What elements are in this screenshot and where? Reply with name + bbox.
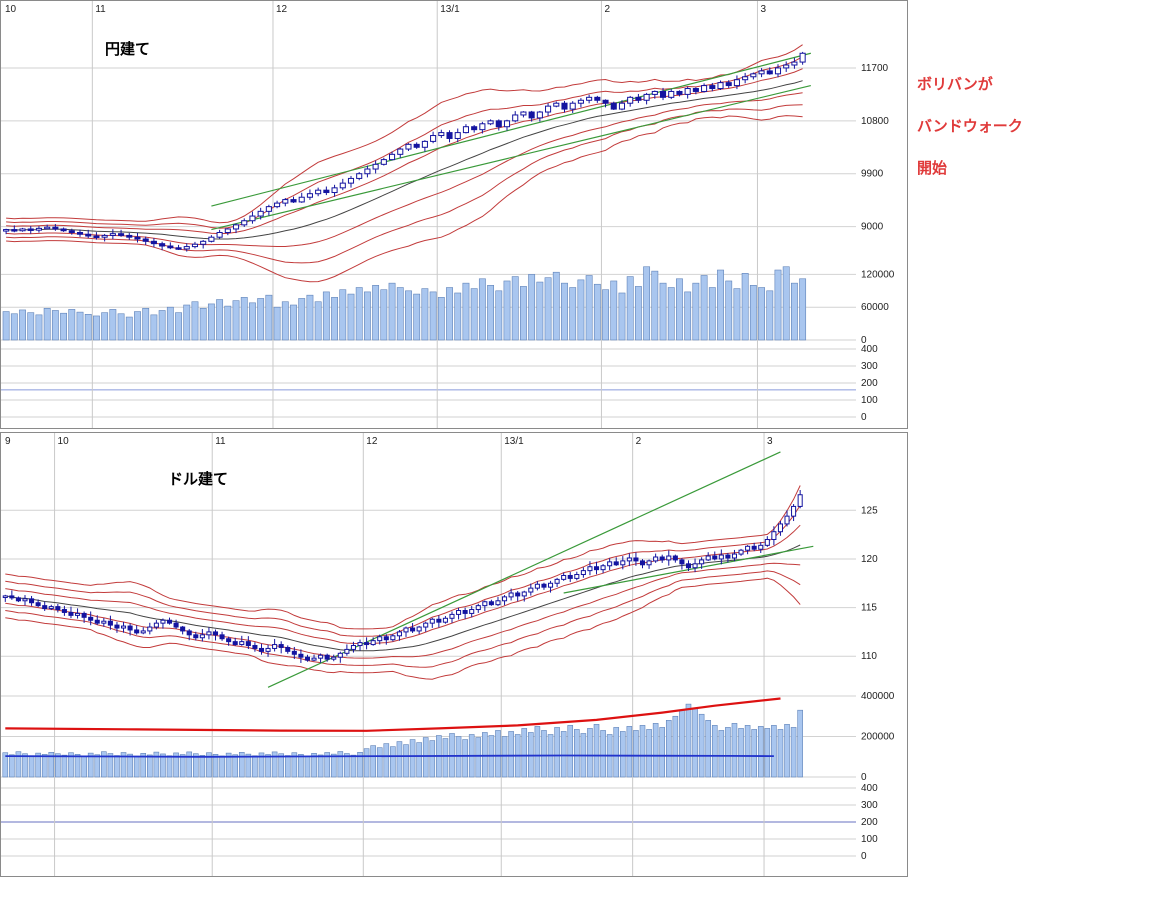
svg-text:12: 12: [276, 4, 288, 15]
yen-chart-panel: 11700 10800 9900 9000 120000 60000 0 400 300 200 1…: [0, 0, 908, 429]
usd-chart-title: ドル建て: [168, 471, 229, 488]
svg-text:60000: 60000: [861, 302, 889, 313]
usd-chart-panel: 125 120 115 110 400000 200000 0 400 300 200 100 0 9 1…: [0, 432, 908, 877]
svg-text:13/1: 13/1: [504, 436, 524, 447]
svg-text:125: 125: [861, 505, 878, 516]
svg-text:0: 0: [861, 335, 867, 346]
annotation: ボリバンが バンドウォーク 開始: [917, 64, 1023, 190]
svg-text:400000: 400000: [861, 691, 895, 702]
svg-text:2: 2: [604, 4, 610, 15]
svg-text:2: 2: [636, 436, 642, 447]
svg-text:0: 0: [861, 851, 867, 862]
svg-text:110: 110: [861, 651, 877, 662]
annotation-line-1: ボリバンが: [917, 76, 993, 93]
annotation-line-3: 開始: [917, 160, 948, 177]
svg-text:13/1: 13/1: [440, 4, 460, 15]
svg-text:100: 100: [861, 395, 878, 406]
svg-text:200000: 200000: [861, 732, 895, 743]
svg-text:12: 12: [366, 436, 378, 447]
yen-chart-title: 円建て: [105, 41, 151, 58]
svg-text:120000: 120000: [861, 269, 895, 280]
svg-text:0: 0: [861, 412, 867, 423]
svg-text:200: 200: [861, 817, 878, 828]
svg-text:9: 9: [5, 436, 11, 447]
svg-text:10: 10: [5, 4, 17, 15]
svg-text:11: 11: [215, 436, 226, 447]
svg-text:300: 300: [861, 361, 878, 372]
svg-text:3: 3: [760, 4, 766, 15]
svg-text:3: 3: [767, 436, 773, 447]
svg-text:100: 100: [861, 834, 878, 845]
svg-text:11: 11: [95, 4, 106, 15]
svg-text:120: 120: [861, 554, 878, 565]
svg-text:10: 10: [58, 436, 70, 447]
svg-text:11700: 11700: [861, 63, 889, 74]
svg-text:200: 200: [861, 378, 878, 389]
annotation-line-2: バンドウォーク: [917, 118, 1023, 135]
svg-text:300: 300: [861, 800, 878, 811]
svg-text:400: 400: [861, 344, 878, 355]
svg-text:9000: 9000: [861, 222, 884, 233]
svg-text:400: 400: [861, 783, 878, 794]
yen-chart: 1170010800990090001200006000004003002001…: [0, 0, 908, 429]
svg-text:115: 115: [861, 603, 877, 614]
svg-text:0: 0: [861, 772, 867, 783]
svg-text:10800: 10800: [861, 116, 889, 127]
svg-text:9900: 9900: [861, 169, 884, 180]
